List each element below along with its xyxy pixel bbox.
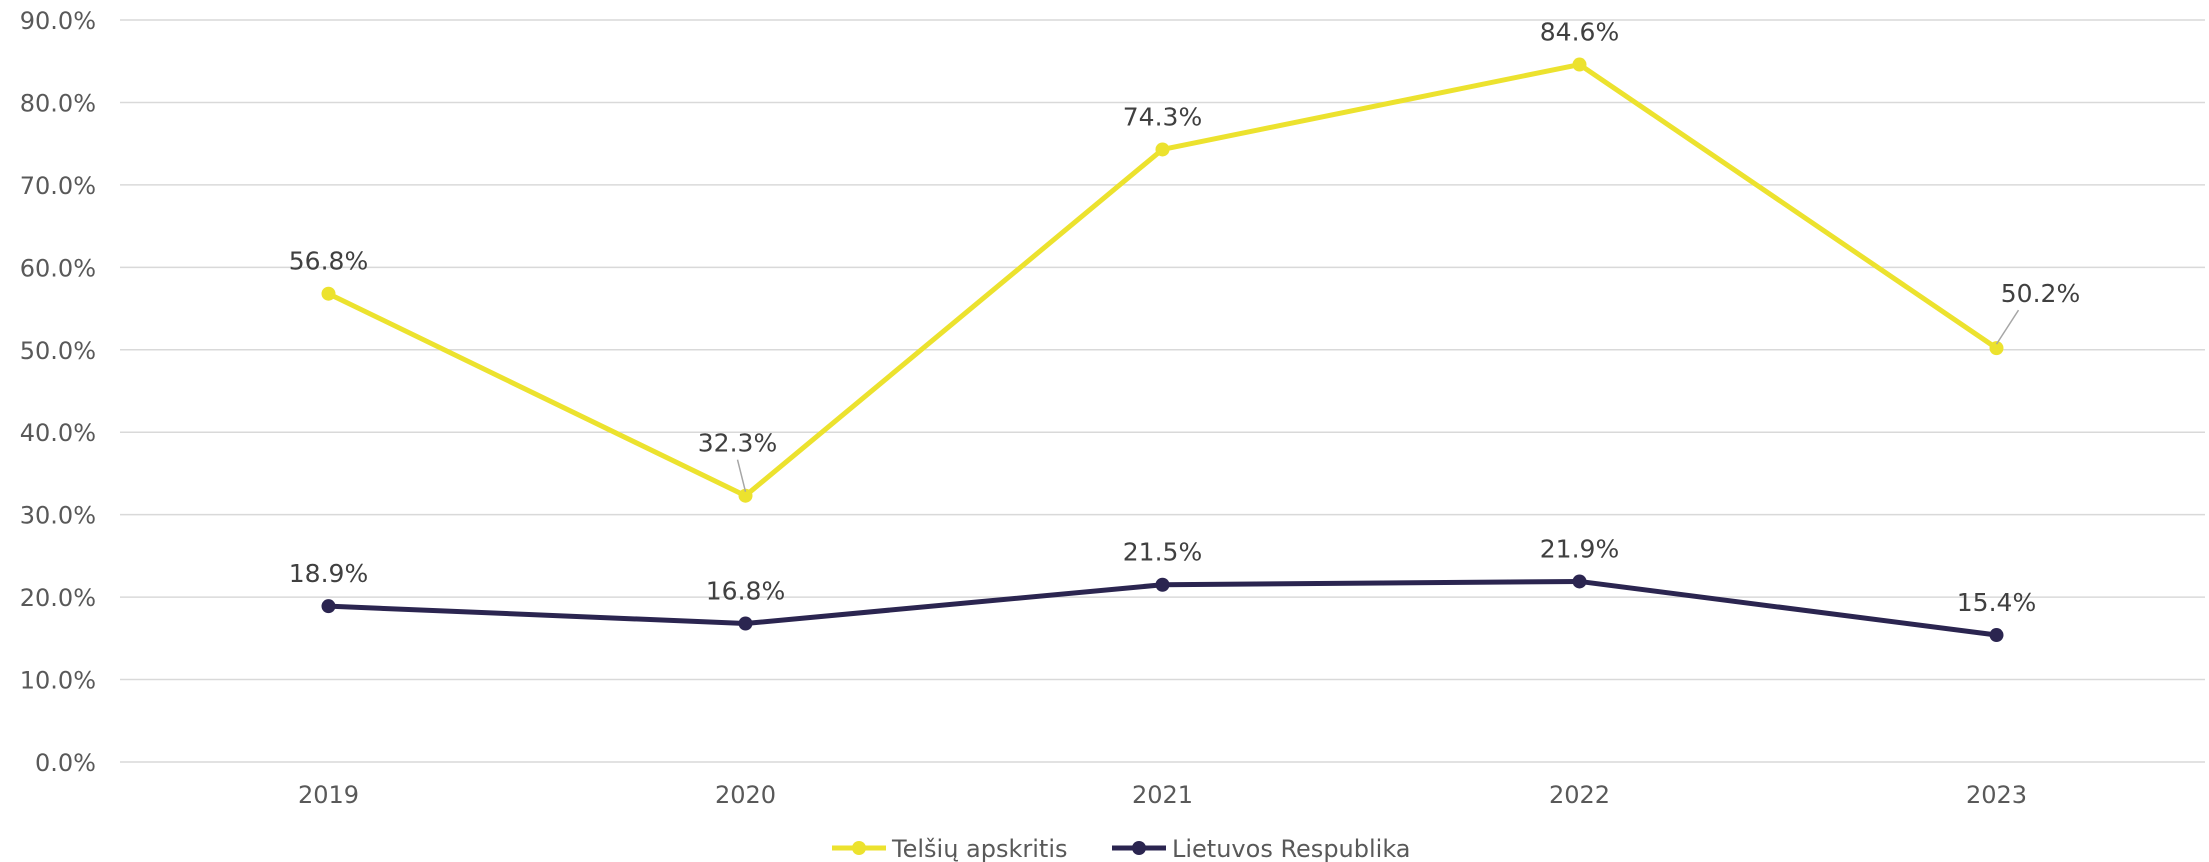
data-label: 56.8% <box>289 247 368 276</box>
leader-line <box>736 459 747 492</box>
y-tick-label: 0.0% <box>35 749 96 777</box>
data-point <box>1572 57 1587 72</box>
x-axis: 2019 2020 2021 2022 2023 <box>298 781 2027 809</box>
y-tick-label: 80.0% <box>20 89 96 117</box>
data-point <box>1989 341 2004 356</box>
x-tick-label: 2019 <box>298 781 359 809</box>
y-axis: 0.0% 10.0% 20.0% 30.0% 40.0% 50.0% 60.0% 70.0% 8… <box>20 7 96 777</box>
y-tick-label: 40.0% <box>20 419 96 447</box>
data-label: 18.9% <box>289 559 368 588</box>
data-label: 32.3% <box>698 429 777 458</box>
y-tick-label: 90.0% <box>20 7 96 35</box>
data-label: 50.2% <box>2001 279 2080 308</box>
data-label: 21.9% <box>1540 534 1619 563</box>
y-tick-label: 20.0% <box>20 584 96 612</box>
legend-label: Telšių apskritis <box>891 835 1068 862</box>
data-point <box>1989 628 2004 643</box>
y-tick-label: 60.0% <box>20 254 96 282</box>
data-point <box>1572 574 1587 589</box>
x-tick-label: 2020 <box>715 781 776 809</box>
data-label: 84.6% <box>1540 18 1619 47</box>
x-tick-label: 2021 <box>1132 781 1193 809</box>
y-tick-label: 10.0% <box>20 667 96 695</box>
legend-marker <box>852 841 866 855</box>
data-point <box>738 616 753 631</box>
data-point <box>321 286 336 301</box>
data-point <box>1155 142 1170 157</box>
gridlines <box>120 19 2205 763</box>
series-group <box>321 57 2004 643</box>
y-tick-label: 50.0% <box>20 337 96 365</box>
data-point <box>321 599 336 614</box>
data-label: 15.4% <box>1957 588 2036 617</box>
data-label: 21.5% <box>1123 538 1202 567</box>
legend-marker <box>1132 841 1146 855</box>
data-point <box>1155 577 1170 592</box>
leader-line <box>1995 309 2020 345</box>
legend: Telšių apskritis Lietuvos Respublika <box>832 835 1411 862</box>
data-point <box>738 488 753 503</box>
y-tick-label: 70.0% <box>20 172 96 200</box>
y-tick-label: 30.0% <box>20 502 96 530</box>
x-tick-label: 2022 <box>1549 781 1610 809</box>
data-label: 74.3% <box>1123 102 1202 131</box>
x-tick-label: 2023 <box>1966 781 2027 809</box>
legend-label: Lietuvos Respublika <box>1172 835 1411 862</box>
data-labels: 56.8% 32.3% 74.3% 84.6% 50.2% 18.9% 16.8% 21.5%… <box>289 18 2080 618</box>
data-label: 16.8% <box>706 576 785 605</box>
